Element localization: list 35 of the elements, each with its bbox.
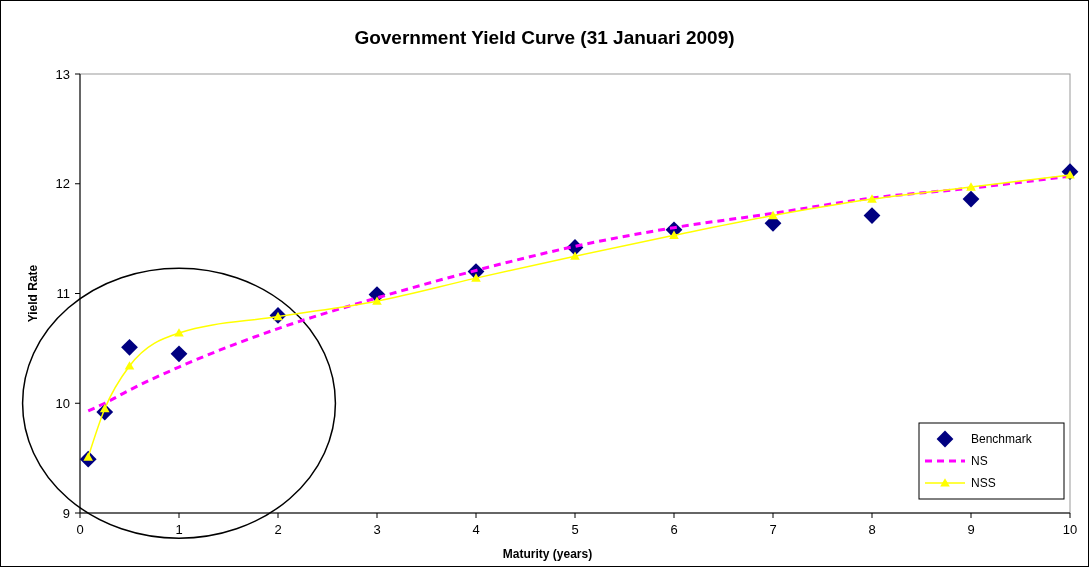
y-tick-label: 9: [62, 505, 70, 521]
point: [372, 296, 382, 305]
x-tick-label: 9: [967, 522, 975, 537]
point: [124, 361, 135, 370]
x-tick-label: 0: [76, 522, 84, 537]
x-tick-label: 2: [274, 522, 282, 537]
x-tick-label: 4: [472, 522, 480, 537]
legend-label: Benchmark: [971, 432, 1033, 447]
point: [121, 338, 138, 356]
chart-title: Government Yield Curve (31 Januari 2009): [354, 27, 735, 48]
y-tick-label: 10: [55, 395, 70, 411]
point: [867, 194, 877, 203]
point: [471, 273, 481, 282]
point: [863, 207, 881, 224]
x-tick-label: 7: [769, 522, 777, 537]
x-tick-label: 6: [670, 522, 678, 537]
legend-label: NS: [971, 454, 988, 469]
point: [570, 251, 580, 260]
y-axis-title: Yield Rate: [26, 264, 40, 323]
point: [962, 190, 980, 208]
point: [170, 345, 188, 363]
x-tick-label: 1: [175, 522, 183, 537]
x-axis-title: Maturity (years): [502, 547, 593, 561]
x-tick-label: 10: [1062, 522, 1078, 537]
y-tick-label: 12: [55, 176, 70, 192]
x-tick-label: 5: [571, 522, 579, 537]
y-tick-label: 11: [56, 286, 70, 302]
legend-label: NSS: [971, 476, 996, 491]
y-tick-label: 13: [55, 66, 70, 82]
point: [669, 230, 679, 239]
x-tick-label: 3: [373, 522, 381, 537]
point: [966, 182, 976, 191]
x-tick-label: 8: [868, 522, 876, 537]
point: [768, 210, 778, 220]
point: [174, 328, 184, 337]
